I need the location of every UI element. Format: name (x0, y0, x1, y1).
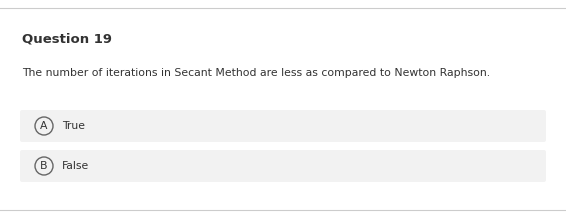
Text: B: B (40, 161, 48, 171)
FancyBboxPatch shape (20, 110, 546, 142)
FancyBboxPatch shape (20, 150, 546, 182)
Text: The number of iterations in Secant Method are less as compared to Newton Raphson: The number of iterations in Secant Metho… (22, 68, 490, 78)
Text: False: False (62, 161, 89, 171)
Text: A: A (40, 121, 48, 131)
Text: True: True (62, 121, 85, 131)
Text: Question 19: Question 19 (22, 32, 112, 45)
